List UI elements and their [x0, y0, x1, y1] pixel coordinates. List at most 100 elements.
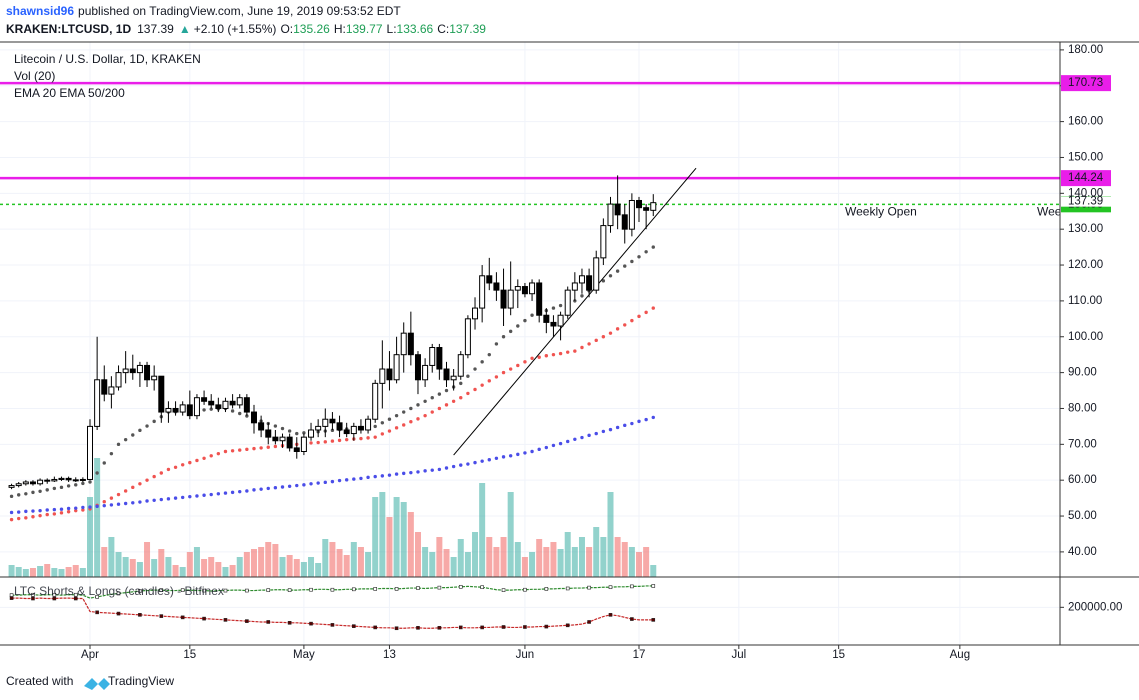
volume-bar	[115, 552, 122, 577]
candle-body	[486, 275, 493, 284]
ema-dot	[423, 469, 427, 473]
volume-bar	[422, 547, 429, 577]
last-price-bg	[1061, 196, 1111, 207]
ema-dot	[287, 484, 292, 488]
candle-body	[443, 368, 450, 381]
volume-bar	[507, 492, 514, 577]
volume-bar	[172, 565, 179, 577]
volume-bar	[243, 552, 250, 577]
x-tick-label: May	[293, 649, 315, 661]
lower-marker	[394, 626, 399, 631]
volume-bar	[457, 539, 464, 577]
line-annotation: Weekly Open	[1037, 205, 1109, 219]
volume-bar	[600, 537, 607, 577]
ema-dot	[387, 429, 392, 433]
ema-dot	[380, 474, 385, 478]
ema-dot	[9, 517, 14, 522]
ema-dot	[409, 406, 413, 411]
y-tick-label: 40.00	[1068, 546, 1097, 558]
ema-dot	[116, 492, 121, 497]
volume-bar	[201, 559, 208, 577]
candle-body	[643, 207, 650, 211]
trendline	[453, 167, 697, 456]
candle-body	[279, 436, 286, 442]
candle-body	[286, 436, 293, 449]
footer-brand[interactable]: TradingView	[108, 674, 174, 688]
y-tick-label: 150.00	[1068, 151, 1103, 163]
ema-dot	[74, 508, 78, 513]
ema-dot	[138, 500, 142, 504]
ema-dot	[159, 471, 163, 475]
x-tick-label: Aug	[950, 649, 970, 661]
candle-body	[422, 364, 429, 381]
price-layer: Weekly Open Weekly Open	[0, 81, 1109, 522]
change: +2.10 (+1.55%)	[194, 22, 277, 36]
candle-body	[15, 483, 22, 487]
candle-body	[87, 425, 93, 480]
candle-body	[144, 364, 151, 381]
ema-dot	[145, 424, 149, 428]
volume-bar	[336, 549, 343, 577]
lower-marker	[52, 596, 57, 601]
ema-dot	[31, 515, 35, 519]
ema-dot	[330, 428, 335, 433]
ema-dot	[123, 489, 128, 493]
lower-marker	[73, 596, 78, 601]
ema-dot	[9, 494, 14, 499]
candle-body	[607, 203, 614, 227]
candle-body	[578, 275, 585, 284]
candle-body	[436, 347, 443, 370]
ema-dot	[473, 367, 477, 371]
lower-marker	[330, 623, 335, 627]
volume-bar	[386, 517, 393, 577]
ema-dot	[223, 491, 228, 495]
ema-dot	[223, 449, 228, 454]
ohlc-value: 137.39	[449, 22, 486, 36]
ema-dot	[430, 410, 434, 414]
ema-dot	[337, 438, 342, 443]
candle-body	[115, 372, 122, 388]
ema-dot	[487, 458, 491, 462]
candle-body	[329, 418, 336, 424]
legend-ema: EMA 20 EMA 50/200	[14, 86, 125, 100]
ema-dot	[344, 437, 349, 442]
price-box-label: 170.73	[1068, 77, 1103, 89]
ema-dot	[430, 396, 434, 400]
lower-marker	[9, 596, 14, 600]
lower-marker	[651, 618, 656, 622]
ohlc-value: 133.66	[397, 22, 434, 36]
volume-bar	[607, 492, 614, 577]
ema-dot	[17, 516, 21, 521]
volume-bar	[65, 567, 72, 577]
candle-body	[236, 397, 243, 406]
ema-dot	[451, 399, 456, 403]
volume-bar	[636, 552, 643, 577]
lower-marker	[287, 588, 292, 592]
candle-body	[165, 407, 172, 413]
author[interactable]: shawnsid96	[6, 4, 74, 18]
candle-body	[393, 354, 400, 381]
lower-marker	[180, 588, 185, 592]
ema-dot	[52, 507, 57, 512]
ema-dot	[380, 421, 385, 425]
volume-bar	[144, 542, 151, 577]
ema-dot	[152, 419, 156, 424]
ema-dot	[523, 451, 527, 455]
ema-dot	[459, 463, 463, 467]
volume-bar	[322, 539, 329, 577]
volume-bar	[44, 564, 51, 577]
ema-dot	[209, 407, 213, 411]
lower-marker	[159, 614, 164, 618]
ema-dot	[394, 413, 399, 418]
ema-dot	[24, 509, 28, 514]
volume-bar	[308, 557, 315, 577]
ema-dot	[508, 329, 513, 334]
ema-dot	[166, 467, 171, 472]
candle-body	[457, 354, 464, 377]
ema-dot	[188, 460, 192, 465]
lower-marker	[565, 623, 570, 628]
lower-marker	[480, 585, 484, 590]
lower-marker	[565, 586, 570, 591]
ema-dot	[316, 440, 320, 445]
ema-dot	[38, 489, 42, 493]
